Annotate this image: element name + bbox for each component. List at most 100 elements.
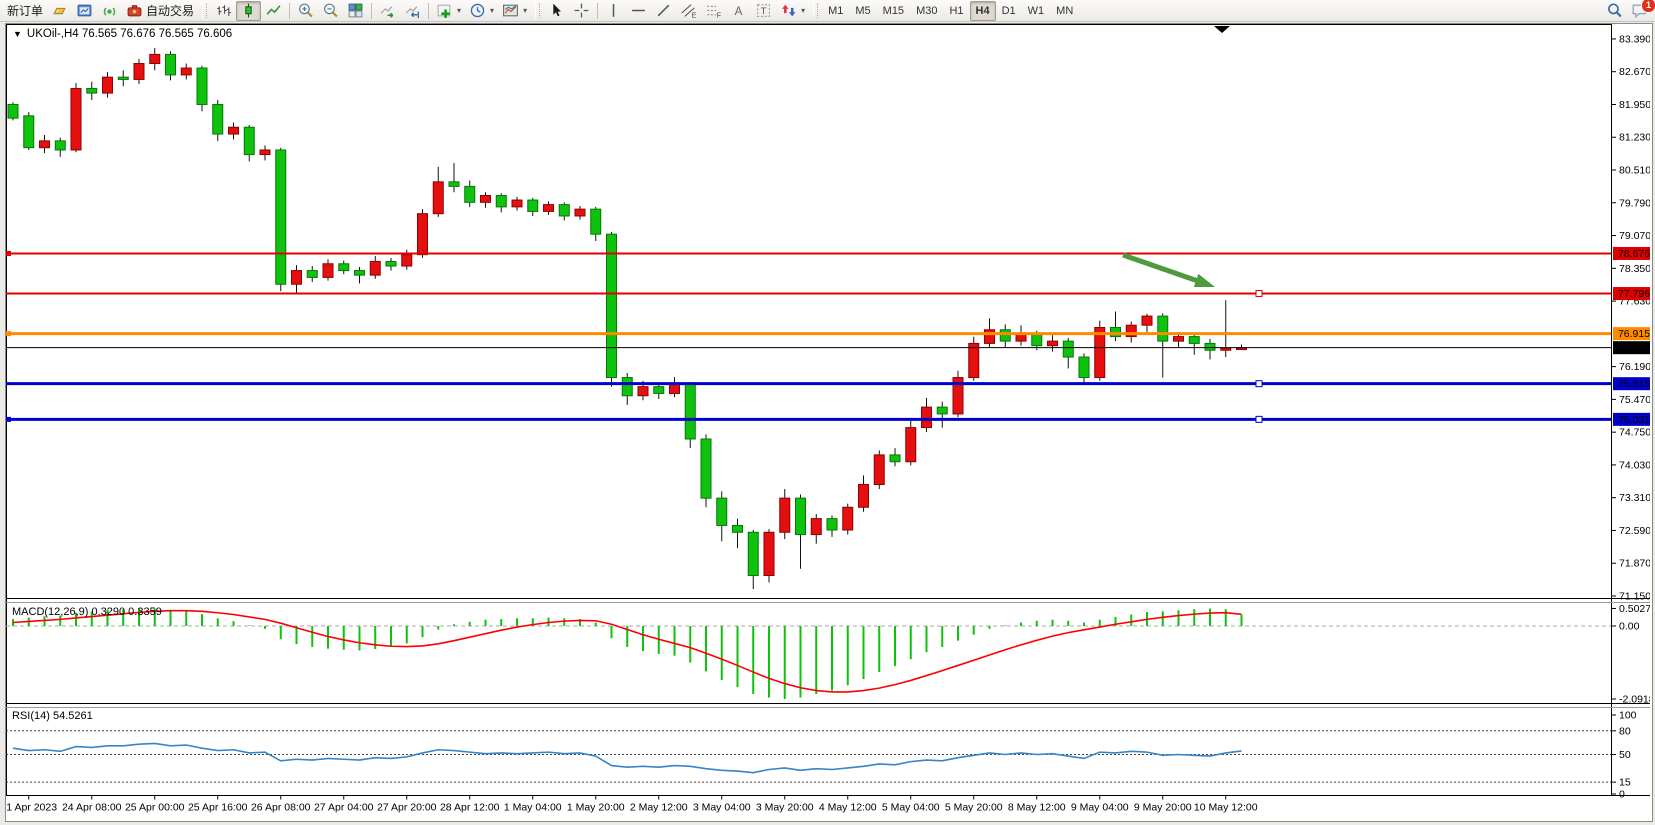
candle-body (905, 427, 917, 463)
candle-body (1157, 315, 1169, 342)
timeframe-button-W1[interactable]: W1 (1027, 4, 1045, 17)
candle-body (968, 342, 980, 379)
candle-body (558, 204, 570, 217)
candle-body (669, 383, 680, 394)
toolbar-grip[interactable] (535, 3, 541, 18)
horizontal-line-button[interactable] (626, 1, 651, 21)
cursor-arrow-icon (548, 2, 565, 19)
price-tag-label: 77.796 (1618, 288, 1650, 300)
price-tag (1613, 341, 1650, 355)
svg-text:T: T (761, 6, 767, 17)
price-tick-label: 78.350 (1619, 263, 1650, 275)
notifications-button[interactable]: 1 (1627, 0, 1655, 21)
chevron-down-icon: ▾ (457, 6, 462, 15)
candle-body (921, 406, 932, 429)
arrow-objects-icon (780, 2, 797, 19)
zoom-in-icon (297, 2, 314, 19)
candle-body (1094, 326, 1106, 379)
candle-body (369, 260, 381, 276)
trendline-button[interactable] (651, 1, 676, 21)
bar-chart-icon (215, 2, 232, 19)
indicators-button[interactable]: ▾ (432, 1, 465, 21)
metaeditor-button[interactable] (47, 1, 72, 21)
chart-title: ▼ UKOil-,H4 76.565 76.676 76.565 76.606 (13, 28, 232, 40)
text-label-button[interactable]: T (751, 1, 776, 21)
candle-body (165, 53, 176, 76)
timeframe-button-H1[interactable]: H1 (949, 4, 964, 17)
fibonacci-button[interactable]: F (701, 1, 726, 21)
candle-body (952, 377, 964, 415)
toolbar-grip[interactable] (202, 3, 208, 18)
candlestick-chart-button[interactable] (236, 0, 262, 21)
zoom-in-button[interactable] (293, 1, 318, 21)
level-lines: 78.676 77.796 76.915 76.606 75.815 75.031 (6, 246, 1650, 426)
terminal-button[interactable] (72, 1, 97, 21)
timeframe-button-H4[interactable]: H4 (969, 0, 996, 21)
symbol-dropdown-icon[interactable]: ▼ (13, 29, 22, 39)
candle-body (338, 263, 350, 272)
autotrading-button[interactable]: 自动交易 (122, 1, 198, 21)
candle-body (511, 199, 523, 208)
periods-button[interactable]: ▾ (465, 1, 498, 21)
candle-body (590, 208, 602, 235)
candle-body (936, 406, 948, 415)
candle-body (102, 76, 113, 94)
zoom-out-button[interactable] (318, 1, 343, 21)
timeframe-button-D1[interactable]: D1 (1001, 4, 1016, 17)
cursor-button[interactable] (544, 1, 569, 21)
rsi-axis-label: 0 (1619, 789, 1625, 801)
chevron-down-icon: ▾ (801, 6, 806, 15)
time-tick-label: 5 May 20:00 (945, 802, 1003, 814)
candle-body (464, 185, 476, 203)
toolbar-separator (371, 2, 373, 19)
candle-body (810, 518, 822, 536)
candle-body (606, 233, 617, 379)
candlestick-series (7, 48, 1247, 590)
channel-button[interactable]: E (676, 1, 701, 21)
timeframe-button-M5[interactable]: M5 (855, 4, 871, 17)
candle-body (1031, 333, 1043, 347)
autotrading-label: 自动交易 (146, 4, 195, 18)
candle-body (1125, 324, 1137, 338)
timeframe-button-MN[interactable]: MN (1056, 4, 1074, 17)
trend-arrow-head[interactable] (1193, 273, 1215, 288)
time-tick-label: 26 Apr 08:00 (251, 802, 311, 814)
templates-button[interactable]: ▾ (498, 1, 531, 21)
chart-shift-button[interactable] (400, 1, 425, 21)
toolbar-grip[interactable] (813, 3, 819, 18)
candle-body (716, 497, 728, 526)
bar-chart-button[interactable] (211, 1, 236, 21)
time-tick-label: 25 Apr 00:00 (125, 802, 185, 814)
price-tick-label: 74.030 (1619, 459, 1650, 471)
timeframe-button-M15[interactable]: M15 (882, 4, 905, 17)
candle-body (180, 67, 192, 76)
rsi-panel: 100 80 50 150 (6, 710, 1637, 801)
price-tag-label: 76.606 (1618, 342, 1650, 354)
svg-text:E: E (692, 12, 697, 19)
arrows-button[interactable]: ▾ (776, 1, 809, 21)
clock-icon (469, 2, 486, 19)
crosshair-button[interactable] (569, 1, 594, 21)
search-icon (1606, 2, 1623, 19)
candle-body (291, 270, 302, 285)
candle-body (574, 208, 586, 217)
candle-body (1110, 326, 1121, 338)
timeframe-button-M30[interactable]: M30 (916, 4, 938, 17)
tile-windows-button[interactable] (343, 1, 368, 21)
vertical-line-button[interactable] (601, 1, 626, 21)
new-order-button[interactable]: 新订单 (3, 1, 47, 21)
line-chart-button[interactable] (261, 1, 286, 21)
macd-indicator-label: MACD(12,26,9) 0.3290 0.3359 (12, 606, 162, 618)
search-button[interactable] (1602, 1, 1627, 21)
chart-shift-marker[interactable] (1214, 26, 1230, 33)
text-button[interactable]: A (726, 1, 751, 21)
price-chart-canvas[interactable]: 83.390 82.670 81.950 81.230 80.510 79.790 79.0… (6, 24, 1650, 819)
rsi-axis-label: 80 (1619, 725, 1631, 737)
macd-axis-label: -2.0918 (1619, 694, 1650, 706)
signals-button[interactable] (97, 1, 122, 21)
timeframe-button-M1[interactable]: M1 (828, 4, 844, 17)
trend-arrow-annotation[interactable] (1122, 252, 1203, 285)
candle-body (275, 149, 287, 285)
candle-body (385, 260, 397, 267)
auto-scroll-button[interactable] (375, 1, 400, 21)
